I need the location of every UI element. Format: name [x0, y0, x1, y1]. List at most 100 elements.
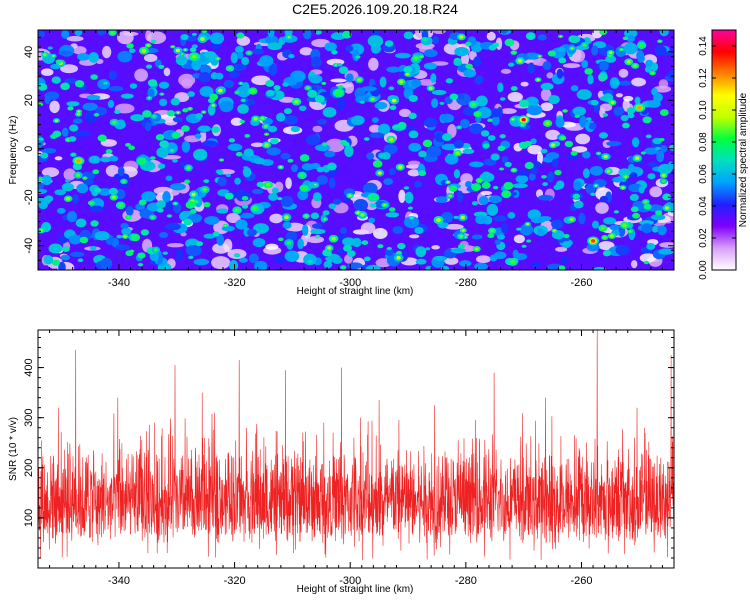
heatmap-cell [253, 117, 258, 121]
heatmap-cell [426, 146, 442, 158]
heatmap-cell [557, 46, 566, 53]
heatmap-cell [428, 86, 433, 90]
colorbar-tick-label: 0.02 [698, 228, 709, 248]
heatmap-cell [343, 244, 353, 252]
heatmap-cell [105, 148, 113, 154]
heatmap-cell [166, 214, 173, 218]
heatmap-cell [590, 192, 596, 196]
heatmap-cell [108, 155, 119, 162]
heatmap-cell [60, 254, 71, 261]
heatmap-cell [465, 63, 473, 70]
heatmap-cell [519, 99, 529, 108]
heatmap-cell [603, 236, 607, 239]
heatmap-cell [270, 137, 279, 145]
heatmap-cell [503, 192, 509, 197]
heatmap-cell [372, 160, 383, 168]
heatmap-cell [76, 52, 90, 61]
heatmap-cell [626, 107, 636, 114]
heatmap-ytick-label: -20 [23, 189, 35, 205]
heatmap-cell [363, 256, 371, 262]
heatmap-cell [641, 223, 653, 234]
heatmap-cell [241, 56, 250, 66]
heatmap-cell [264, 35, 279, 45]
snr-xtick-label: -300 [339, 575, 361, 587]
heatmap-cell [457, 190, 464, 203]
heatmap-cell [662, 193, 672, 201]
heatmap-cell [89, 205, 104, 213]
heatmap-cell [141, 48, 147, 53]
heatmap-cell [253, 223, 270, 234]
heatmap-cell [79, 236, 89, 244]
heatmap-cell [43, 53, 47, 57]
heatmap-axes: -340 -320 -300 -280 -260 -40 -20 0 20 40 Height of… [8, 29, 675, 297]
heatmap-cell [378, 123, 391, 135]
heatmap-cell [134, 68, 148, 82]
heatmap-cell [159, 140, 170, 148]
heatmap-cell [513, 234, 525, 244]
heatmap-cell [644, 200, 648, 204]
heatmap-cell [655, 146, 661, 151]
heatmap-cell [130, 114, 145, 122]
heatmap-cell [415, 258, 427, 265]
heatmap-cell [408, 142, 422, 152]
heatmap-cell [388, 207, 396, 212]
heatmap-cell [68, 136, 77, 142]
heatmap-cell [250, 142, 264, 148]
heatmap-cell [477, 179, 482, 182]
heatmap-cell [227, 66, 232, 70]
heatmap-cell [66, 197, 71, 201]
heatmap-cell [125, 205, 134, 216]
heatmap-cell [57, 235, 69, 244]
heatmap-cell [129, 83, 138, 89]
heatmap-cell [367, 35, 384, 48]
heatmap-cell [146, 44, 150, 47]
heatmap-cell [609, 224, 620, 231]
heatmap-cell [456, 93, 465, 100]
heatmap-cell [287, 36, 291, 39]
heatmap-cell [58, 261, 66, 270]
heatmap-cell [190, 208, 197, 214]
heatmap-cell [330, 78, 347, 83]
heatmap-cell [90, 74, 98, 80]
heatmap-cell [112, 120, 117, 125]
heatmap-cell [403, 66, 413, 73]
heatmap-cell [548, 94, 560, 105]
heatmap-cell [242, 167, 252, 178]
heatmap-cell [388, 168, 396, 176]
heatmap-cell [89, 245, 97, 251]
heatmap-cell [377, 171, 382, 175]
heatmap-cell [212, 242, 230, 254]
heatmap-cell [346, 250, 356, 257]
heatmap-cell [383, 203, 387, 207]
heatmap-cell [542, 60, 552, 71]
heatmap-cell [72, 46, 87, 55]
heatmap-cell [634, 214, 638, 218]
heatmap-cell [493, 215, 508, 222]
heatmap-cell [378, 152, 387, 159]
heatmap-cell [194, 133, 202, 139]
heatmap-cell [110, 31, 115, 35]
heatmap-cell [265, 243, 279, 250]
heatmap-cell [517, 58, 523, 63]
heatmap-cell [353, 199, 369, 211]
heatmap-cell [507, 92, 523, 102]
heatmap-cell [659, 30, 669, 37]
heatmap-cell [77, 258, 84, 263]
heatmap-cell [61, 245, 70, 252]
heatmap-cell [515, 174, 529, 184]
heatmap-cell [491, 115, 500, 126]
heatmap-cell [512, 51, 516, 54]
heatmap-cell [189, 47, 197, 53]
heatmap-cell [339, 227, 348, 234]
heatmap-cell [439, 101, 445, 105]
heatmap-cell [527, 144, 543, 155]
heatmap-cell [651, 225, 659, 233]
heatmap-cell [545, 129, 561, 141]
heatmap-cell [646, 100, 661, 108]
heatmap-cell [264, 124, 268, 128]
heatmap-cell [202, 187, 208, 192]
heatmap-cell [149, 156, 156, 160]
heatmap-cell [403, 186, 410, 190]
heatmap-cell [237, 104, 249, 114]
heatmap-cell [547, 171, 555, 183]
